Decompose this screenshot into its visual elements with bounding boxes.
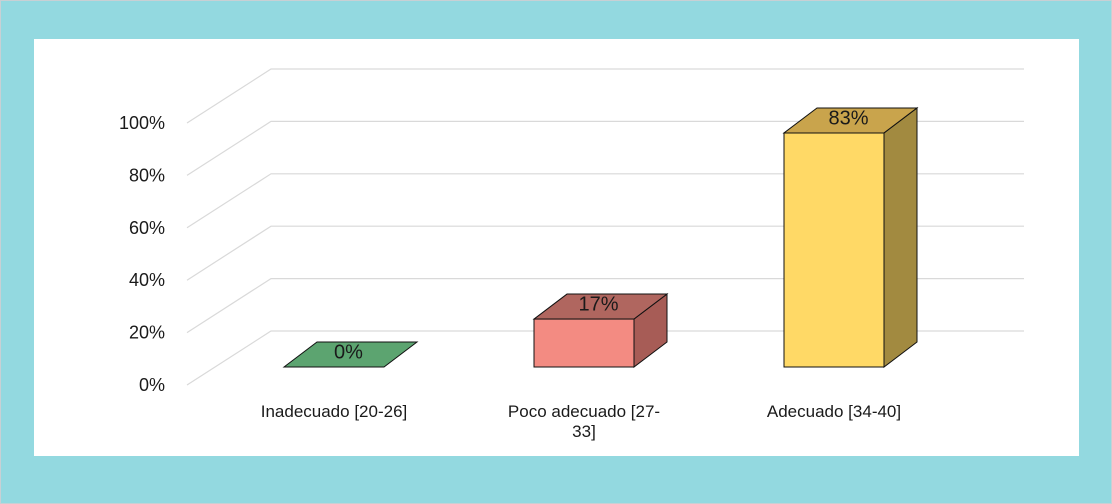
category-label: Adecuado [34-40] <box>767 402 901 421</box>
chart-area: 0% 20% 40% 60% 80% 100% 0% Inadecuado [20-26] 17… <box>34 39 1079 456</box>
y-tick-label: 100% <box>119 113 165 133</box>
gridline <box>186 225 1024 281</box>
data-label: 83% <box>828 107 868 129</box>
bar-chart: 0% 20% 40% 60% 80% 100% 0% Inadecuado [20-26] 17… <box>119 68 1024 441</box>
bar-front <box>783 132 885 368</box>
bar-side <box>883 106 918 369</box>
gridline <box>186 120 1024 176</box>
gridline <box>186 173 1024 229</box>
data-label: 17% <box>578 294 618 316</box>
bar-front <box>533 318 635 368</box>
category-label: Inadecuado [20-26] <box>261 402 408 421</box>
bar-top <box>282 341 419 368</box>
y-tick-label: 0% <box>139 375 165 395</box>
category-label: 33] <box>572 422 596 441</box>
y-tick-label: 40% <box>129 270 165 290</box>
bar-top <box>532 293 669 320</box>
y-tick-label: 80% <box>129 165 165 185</box>
data-label: 0% <box>334 342 363 364</box>
category-label: Poco adecuado [27- <box>508 402 660 421</box>
gridline <box>186 68 1024 124</box>
gridline <box>186 330 1024 386</box>
gridline <box>186 278 1024 334</box>
y-tick-label: 60% <box>129 218 165 238</box>
bar-top <box>782 107 919 134</box>
y-tick-label: 20% <box>129 323 165 343</box>
